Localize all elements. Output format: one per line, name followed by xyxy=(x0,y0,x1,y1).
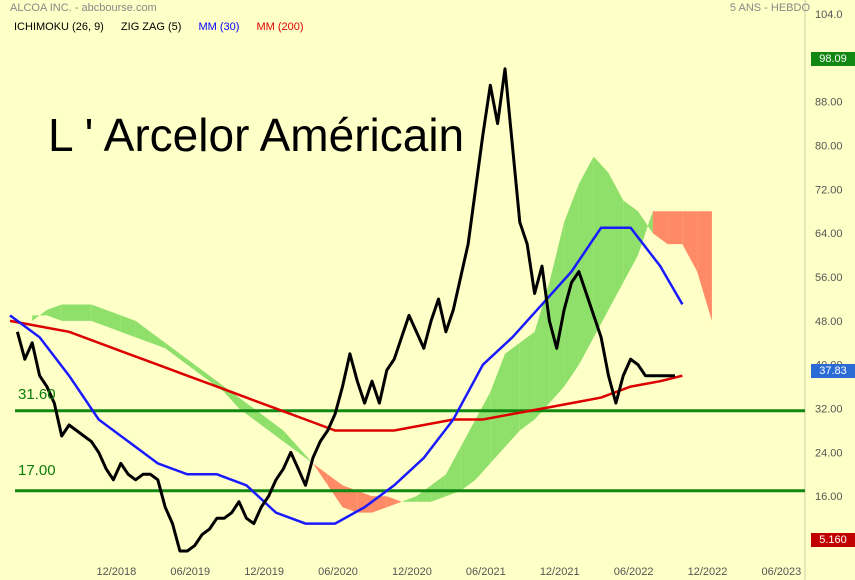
cloud-segment xyxy=(239,397,254,420)
price-zigzag-line xyxy=(15,67,675,553)
high-price-badge: 98.09 xyxy=(811,52,855,66)
cloud-segment xyxy=(386,496,402,508)
cloud-segment xyxy=(519,331,535,431)
cloud-segment xyxy=(46,304,62,321)
cloud-segment xyxy=(475,392,491,480)
chart-period: 5 ANS - HEBDO xyxy=(729,2,810,14)
cloud-segment xyxy=(623,200,639,283)
cloud-segment xyxy=(312,463,328,486)
cloud-segment xyxy=(638,211,653,256)
x-tick-label: 06/2022 xyxy=(614,566,654,578)
y-tick-label: 72.00 xyxy=(815,184,843,196)
cloud-segment xyxy=(667,211,683,245)
chart-source: ALCOA INC. - abcbourse.com xyxy=(10,2,157,14)
cloud-segment xyxy=(179,353,195,371)
cloud-segment xyxy=(578,156,594,365)
y-tick-label: 48.00 xyxy=(815,316,843,328)
cloud-segment xyxy=(165,342,180,360)
cloud-segment xyxy=(224,386,240,409)
x-tick-label: 12/2019 xyxy=(244,566,284,578)
level-label-high: 31.60 xyxy=(18,386,56,403)
cloud-segment xyxy=(253,408,269,431)
x-tick-label: 12/2022 xyxy=(688,566,728,578)
cloud-segment xyxy=(32,309,47,321)
y-tick-label: 80.00 xyxy=(815,141,843,153)
cloud-segment xyxy=(608,172,624,310)
y-tick-label: 24.00 xyxy=(815,447,843,459)
cloud-segment xyxy=(150,331,166,349)
chart-annotation: L ' Arcelor Américain xyxy=(48,109,465,161)
cloud-segment xyxy=(357,490,373,513)
cloud-segment xyxy=(682,211,698,272)
y-tick-label: 16.00 xyxy=(815,491,843,503)
cloud-segment xyxy=(505,342,520,447)
y-tick-label: 56.00 xyxy=(815,272,843,284)
cloud-segment xyxy=(697,211,712,321)
ma30-line xyxy=(9,226,684,525)
legend-zigzag: ZIG ZAG (5) xyxy=(120,21,182,33)
cloud-segment xyxy=(283,430,299,453)
x-tick-label: 06/2023 xyxy=(761,566,801,578)
cloud-segment xyxy=(106,309,121,332)
legend-ma30: MM (30) xyxy=(198,21,240,33)
cloud-segment xyxy=(91,304,107,327)
x-tick-label: 12/2021 xyxy=(540,566,580,578)
legend-ma200: MM (200) xyxy=(256,21,304,33)
cloud-segment xyxy=(445,446,461,497)
cloud-segment xyxy=(460,419,476,491)
cloud-segment xyxy=(268,419,284,442)
x-tick-label: 06/2021 xyxy=(466,566,506,578)
cloud-segment xyxy=(194,364,210,382)
cloud-segment xyxy=(298,446,313,464)
cloud-segment xyxy=(549,222,565,404)
last-price-badge: 37.83 xyxy=(811,364,855,378)
y-tick-label: 64.00 xyxy=(815,228,843,240)
cloud-segment xyxy=(401,496,417,502)
cloud-segment xyxy=(76,304,92,321)
x-tick-label: 06/2020 xyxy=(318,566,358,578)
cloud-segment xyxy=(120,315,136,338)
low-price-badge: 5.160 xyxy=(811,533,855,547)
y-tick-label: 104.0 xyxy=(815,9,843,21)
legend-ichimoku: ICHIMOKU (26, 9) xyxy=(14,21,104,33)
cloud-segment xyxy=(135,320,151,343)
ma200-line xyxy=(9,319,683,432)
cloud-segment xyxy=(534,282,550,420)
cloud-segment xyxy=(416,485,432,502)
indicator-legend: ICHIMOKU (26, 9) ZIG ZAG (5) MM (30) MM … xyxy=(14,21,318,33)
cloud-segment xyxy=(431,474,446,502)
cloud-segment xyxy=(652,211,668,245)
cloud-segment xyxy=(490,353,506,464)
y-tick-label: 32.00 xyxy=(815,404,843,416)
x-tick-label: 12/2018 xyxy=(97,566,137,578)
x-tick-label: 06/2019 xyxy=(170,566,210,578)
cloud-segment xyxy=(593,156,609,338)
cloud-segment xyxy=(61,304,77,321)
x-tick-label: 12/2020 xyxy=(392,566,432,578)
y-tick-label: 88.00 xyxy=(815,97,843,109)
level-label-low: 17.00 xyxy=(18,462,56,479)
